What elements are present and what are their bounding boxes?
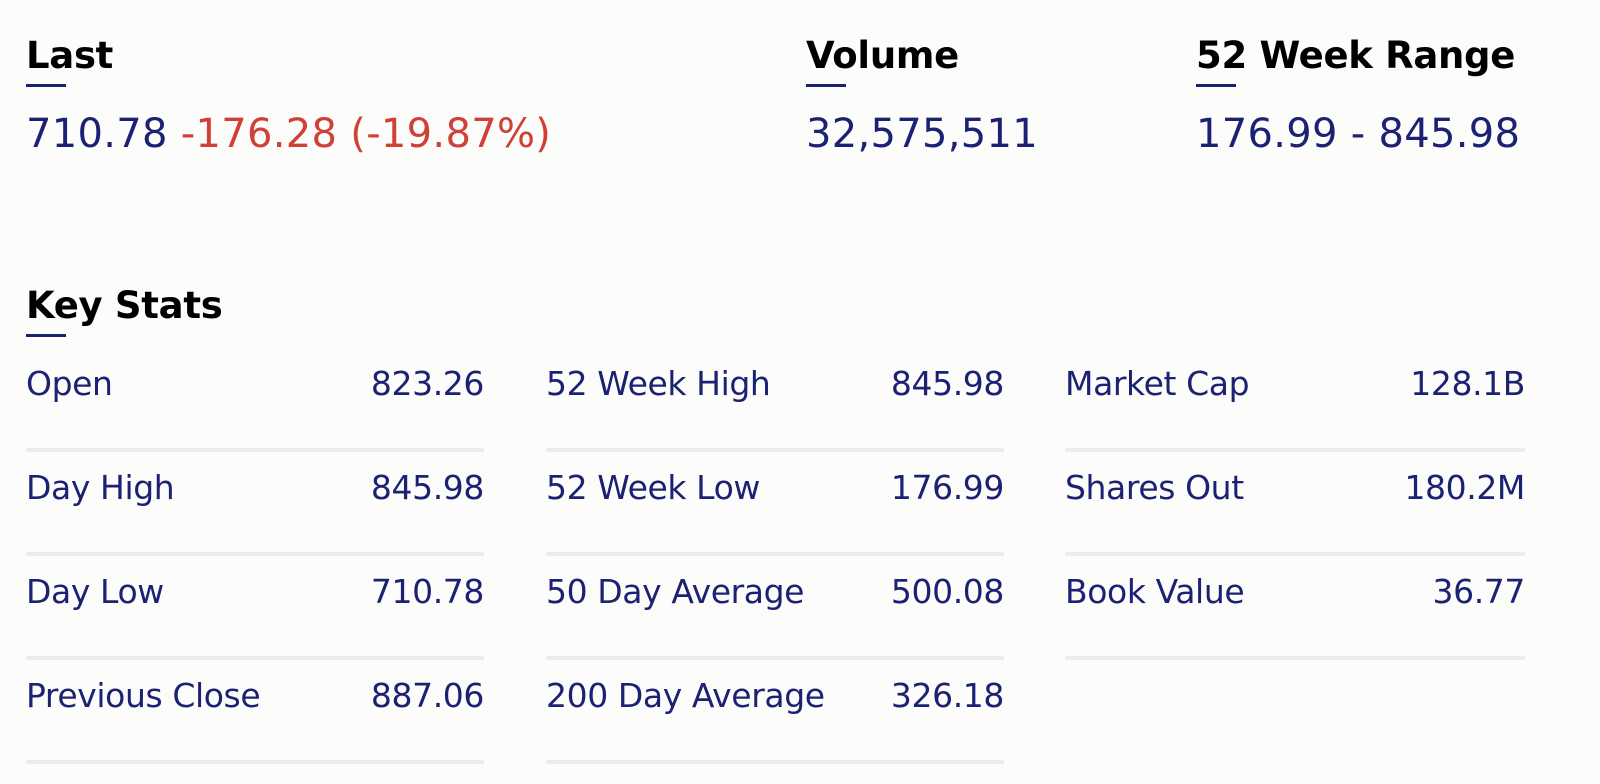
stat-label: Shares Out: [1065, 468, 1244, 507]
heading-underline: [26, 84, 66, 87]
stat-row-shares-out: Shares Out 180.2M: [1065, 452, 1525, 556]
stat-label: 52 Week Low: [546, 468, 760, 507]
stat-value: 180.2M: [1404, 468, 1525, 507]
last-heading: Last: [26, 34, 114, 77]
stats-column-2: 52 Week High 845.98 52 Week Low 176.99 5…: [546, 348, 1004, 764]
stats-column-3: Market Cap 128.1B Shares Out 180.2M Book…: [1065, 348, 1525, 660]
stat-value: 326.18: [890, 676, 1004, 715]
stat-label: Previous Close: [26, 676, 261, 715]
heading-underline: [1196, 84, 1236, 87]
week-range-section: 52 Week Range 176.99 - 845.98: [1196, 32, 1520, 159]
stat-row-day-low: Day Low 710.78: [26, 556, 484, 660]
key-stats-heading: Key Stats: [26, 284, 223, 327]
stat-row-open: Open 823.26: [26, 348, 484, 452]
stat-label: 52 Week High: [546, 364, 771, 403]
stat-label: 200 Day Average: [546, 676, 825, 715]
stat-row-50-day-average: 50 Day Average 500.08: [546, 556, 1004, 660]
stat-value: 176.99: [890, 468, 1004, 507]
stat-label: Day High: [26, 468, 175, 507]
stat-label: Day Low: [26, 572, 164, 611]
stat-value: 823.26: [370, 364, 484, 403]
stat-value: 845.98: [370, 468, 484, 507]
last-price-section: Last 710.78 -176.28 (-19.87%): [26, 32, 551, 159]
heading-underline: [806, 84, 846, 87]
stat-value: 845.98: [890, 364, 1004, 403]
last-price: 710.78: [26, 111, 168, 157]
stat-row-52-week-low: 52 Week Low 176.99: [546, 452, 1004, 556]
stat-value: 500.08: [890, 572, 1004, 611]
stat-label: Market Cap: [1065, 364, 1250, 403]
stats-column-1: Open 823.26 Day High 845.98 Day Low 710.…: [26, 348, 484, 764]
stat-label: 50 Day Average: [546, 572, 805, 611]
key-stats-header: Key Stats: [26, 282, 223, 337]
stat-row-52-week-high: 52 Week High 845.98: [546, 348, 1004, 452]
stat-row-book-value: Book Value 36.77: [1065, 556, 1525, 660]
price-change: -176.28: [180, 111, 338, 157]
stat-value: 128.1B: [1410, 364, 1525, 403]
volume-value: 32,575,511: [806, 111, 1039, 157]
stat-row-previous-close: Previous Close 887.06: [26, 660, 484, 764]
week-range-value: 176.99 - 845.98: [1196, 111, 1521, 157]
heading-underline: [26, 334, 66, 337]
stat-value: 36.77: [1432, 572, 1526, 611]
last-price-value: 710.78 -176.28 (-19.87%): [26, 109, 551, 159]
stat-value: 710.78: [370, 572, 484, 611]
stat-row-200-day-average: 200 Day Average 326.18: [546, 660, 1004, 764]
stat-label: Open: [26, 364, 113, 403]
stat-row-market-cap: Market Cap 128.1B: [1065, 348, 1525, 452]
volume-heading: Volume: [806, 34, 959, 77]
stat-value: 887.06: [370, 676, 484, 715]
volume-section: Volume 32,575,511: [806, 32, 1038, 159]
stat-row-day-high: Day High 845.98: [26, 452, 484, 556]
stat-label: Book Value: [1065, 572, 1245, 611]
week-range-heading: 52 Week Range: [1196, 34, 1516, 77]
price-change-percent: (-19.87%): [350, 111, 552, 157]
